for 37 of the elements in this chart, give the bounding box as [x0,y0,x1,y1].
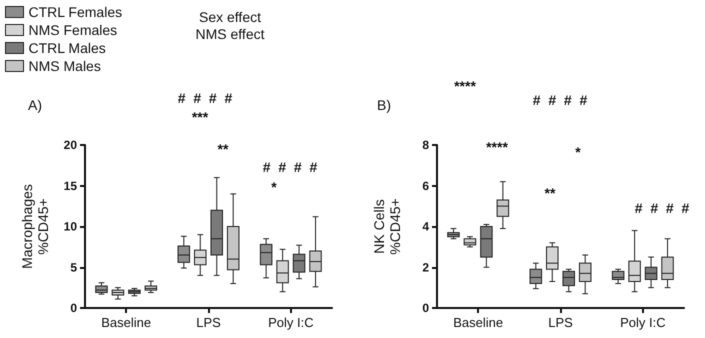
legend-label: NMS Females [28,22,118,38]
legend-label: CTRL Females [28,4,122,20]
x-tick-label: Baseline [453,315,504,330]
annotation: # # # # [262,159,318,175]
y-tick-label: 15 [64,178,78,193]
text: *** [192,109,209,125]
legend-label: NMS Males [28,58,101,74]
y-tick-label: 2 [422,260,430,274]
text: NMS effect [196,26,265,42]
annotation: # # # # [634,200,690,216]
y-tick-label: 0 [422,301,430,315]
y-tick-label: 0 [70,301,78,315]
annotation: * [575,144,582,160]
text: Sex effect [198,9,262,25]
y-tick-label: 10 [64,220,78,234]
y-tick-label: 5 [70,260,78,274]
x-tick-label: Poly I:C [620,315,666,330]
annotation: * [271,179,278,195]
y-axis-title: NK Cells %CD45+ [371,198,403,255]
text: B) [377,97,391,113]
text: **** [454,78,476,94]
annotation: ** [218,141,229,157]
y-tick-label: 8 [422,138,430,152]
text: # # # # [178,90,232,106]
text: # # # # [532,92,588,108]
annotation: ** [544,185,556,201]
x-tick-label: Poly I:C [268,315,314,330]
x-tick-label: LPS [548,315,574,330]
legend-label: CTRL Males [28,40,106,56]
y-tick-label: 4 [422,220,430,234]
annotation: **** [486,139,508,155]
y-tick-label: 6 [422,178,430,193]
y-tick-label: 20 [64,138,78,152]
text: A) [28,97,42,113]
x-tick-label: Baseline [101,315,152,330]
x-tick-label: LPS [196,315,222,330]
y-axis-title: Macrophages %CD45+ [19,184,51,269]
